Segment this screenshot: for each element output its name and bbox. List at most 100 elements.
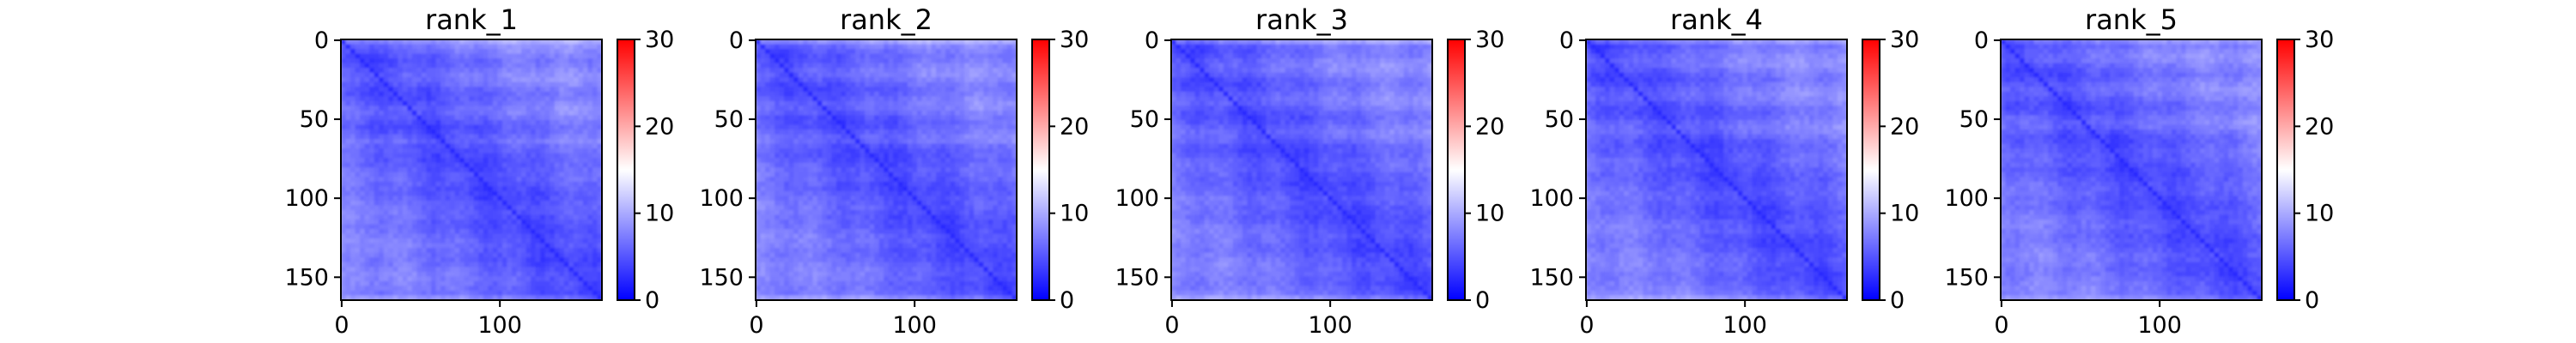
heatmap-cell [402,214,408,220]
heatmap-cell [492,172,498,178]
heatmap-cell [402,49,408,55]
heatmap-cell [369,233,375,239]
heatmap-cell [492,134,498,140]
heatmap-cell [597,68,603,74]
heatmap-cell [860,172,866,178]
heatmap-cell [978,177,984,183]
heatmap-cell [341,129,347,135]
heatmap-cell [374,252,380,258]
heatmap-cell [398,243,404,249]
heatmap-cell [426,63,432,69]
heatmap-cell [817,172,823,178]
heatmap-cell [568,63,574,69]
heatmap-cell [769,190,775,196]
heatmap-cell [478,248,484,254]
heatmap-cell [383,209,389,216]
heatmap-cell [516,49,522,55]
heatmap-cell [445,58,451,64]
heatmap-cell [860,129,866,135]
heatmap-cell [379,68,385,74]
heatmap-cell [507,44,513,50]
heatmap-cell [369,105,375,111]
heatmap-cell [788,105,794,111]
heatmap-cell [454,229,460,235]
heatmap-cell [893,53,899,59]
heatmap-cell [765,91,771,97]
heatmap-cell [501,172,508,178]
heatmap-cell [955,39,961,45]
heatmap-cell [775,49,781,55]
heatmap-cell [341,110,347,117]
heatmap-cell [426,119,432,126]
heatmap-cell [888,58,894,64]
heatmap-cell [459,262,465,268]
heatmap-cell [388,238,394,244]
heatmap-cell [835,196,842,202]
heatmap-cell [473,39,479,45]
heatmap-cell [936,77,942,83]
heatmap-cell [454,181,460,187]
heatmap-cell [360,224,366,230]
heatmap-cell [501,148,508,154]
heatmap-cell [831,119,837,126]
heatmap-cell [454,105,460,111]
heatmap-cell [855,139,861,145]
heatmap-cell [563,68,569,74]
heatmap-cell [912,181,918,187]
heatmap-cell [884,177,890,183]
heatmap-cell [511,248,518,254]
heatmap-cell [784,110,790,117]
heatmap-cell [921,181,927,187]
heatmap-cell [756,110,762,117]
heatmap-cell [587,257,593,263]
heatmap-cell [1012,81,1018,87]
heatmap-cell [765,119,771,126]
heatmap-cell [888,196,894,202]
heatmap-cell [369,220,375,226]
heatmap-cell [760,205,766,211]
heatmap-cell [573,63,579,69]
heatmap-cell [369,229,375,235]
heatmap-cell [501,248,508,254]
heatmap-cell [760,100,766,106]
heatmap-cell [398,172,404,178]
heatmap-cell [364,81,370,87]
heatmap-cell [554,200,560,207]
heatmap-cell [497,167,503,173]
heatmap-cell [878,181,884,187]
heatmap-cell [488,295,494,301]
heatmap-cell [459,257,465,263]
heatmap-cell [945,68,951,74]
heatmap-cell [912,158,918,164]
heatmap-cell [402,72,408,78]
heatmap-cell [860,87,866,93]
heatmap-cell [784,200,790,207]
heatmap-cell [341,243,347,249]
heatmap-cell [464,105,470,111]
heatmap-cell [497,280,503,287]
heatmap-cell [459,295,465,301]
heatmap-cell [969,49,975,55]
heatmap-cell [526,129,532,135]
heatmap-cell [431,190,437,196]
heatmap-cell [846,68,852,74]
heatmap-cell [779,100,785,106]
heatmap-cell [926,44,933,50]
heatmap-cell [431,49,437,55]
heatmap-cell [916,105,923,111]
heatmap-cell [1006,53,1013,59]
heatmap-cell [592,257,598,263]
heatmap-cell [573,172,579,178]
heatmap-cell [902,200,908,207]
heatmap-cell [511,91,518,97]
heatmap-cell [835,77,842,83]
heatmap-cell [826,134,833,140]
heatmap-cell [421,209,428,216]
heatmap-cell [431,290,437,297]
heatmap-cell [803,139,809,145]
heatmap-cell [521,181,527,187]
heatmap-cell [874,134,880,140]
heatmap-cell [563,143,569,149]
heatmap-cell [540,124,546,130]
